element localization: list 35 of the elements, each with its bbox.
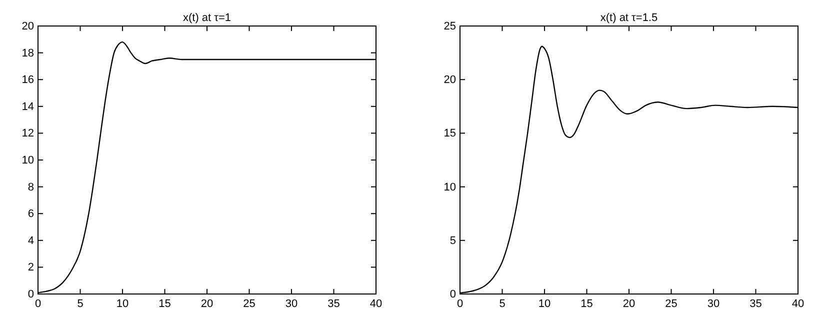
y-tick-label: 10 — [22, 154, 34, 167]
x-tick-label: 25 — [665, 298, 678, 310]
x-tick-label: 25 — [243, 298, 256, 310]
x-tick-label: 20 — [200, 298, 214, 310]
y-tick-label: 5 — [450, 234, 456, 247]
x-tick-label: 40 — [370, 298, 382, 310]
chart-title: x(t) at τ=1.5 — [600, 12, 658, 24]
y-tick-label: 2 — [28, 262, 34, 274]
y-tick-label: 18 — [22, 47, 34, 60]
x-tick-label: 35 — [328, 298, 340, 310]
x-tick-label: 15 — [158, 298, 171, 310]
y-tick-label: 20 — [444, 74, 456, 86]
y-tick-label: 4 — [28, 234, 34, 247]
chart-title: x(t) at τ=1 — [182, 12, 232, 24]
y-tick-label: 6 — [28, 208, 34, 220]
y-tick-label: 16 — [22, 74, 34, 86]
y-tick-label: 0 — [28, 288, 34, 301]
y-tick-label: 14 — [22, 100, 34, 113]
x-tick-label: 20 — [622, 298, 636, 310]
y-tick-label: 10 — [444, 181, 456, 194]
y-tick-label: 12 — [22, 128, 34, 140]
x-tick-label: 5 — [77, 298, 84, 310]
y-tick-label: 20 — [22, 20, 34, 33]
y-tick-label: 15 — [444, 128, 456, 140]
x-tick-label: 10 — [538, 298, 551, 310]
x-tick-label: 30 — [285, 298, 298, 310]
y-tick-label: 8 — [28, 181, 34, 194]
x-tick-label: 5 — [499, 298, 506, 310]
x-tick-label: 35 — [750, 298, 762, 310]
x-tick-label: 15 — [580, 298, 593, 310]
x-tick-label: 30 — [707, 298, 720, 310]
y-tick-label: 25 — [444, 20, 456, 33]
y-tick-label: 0 — [450, 288, 456, 301]
x-tick-label: 10 — [116, 298, 129, 310]
x-tick-label: 40 — [792, 298, 804, 310]
